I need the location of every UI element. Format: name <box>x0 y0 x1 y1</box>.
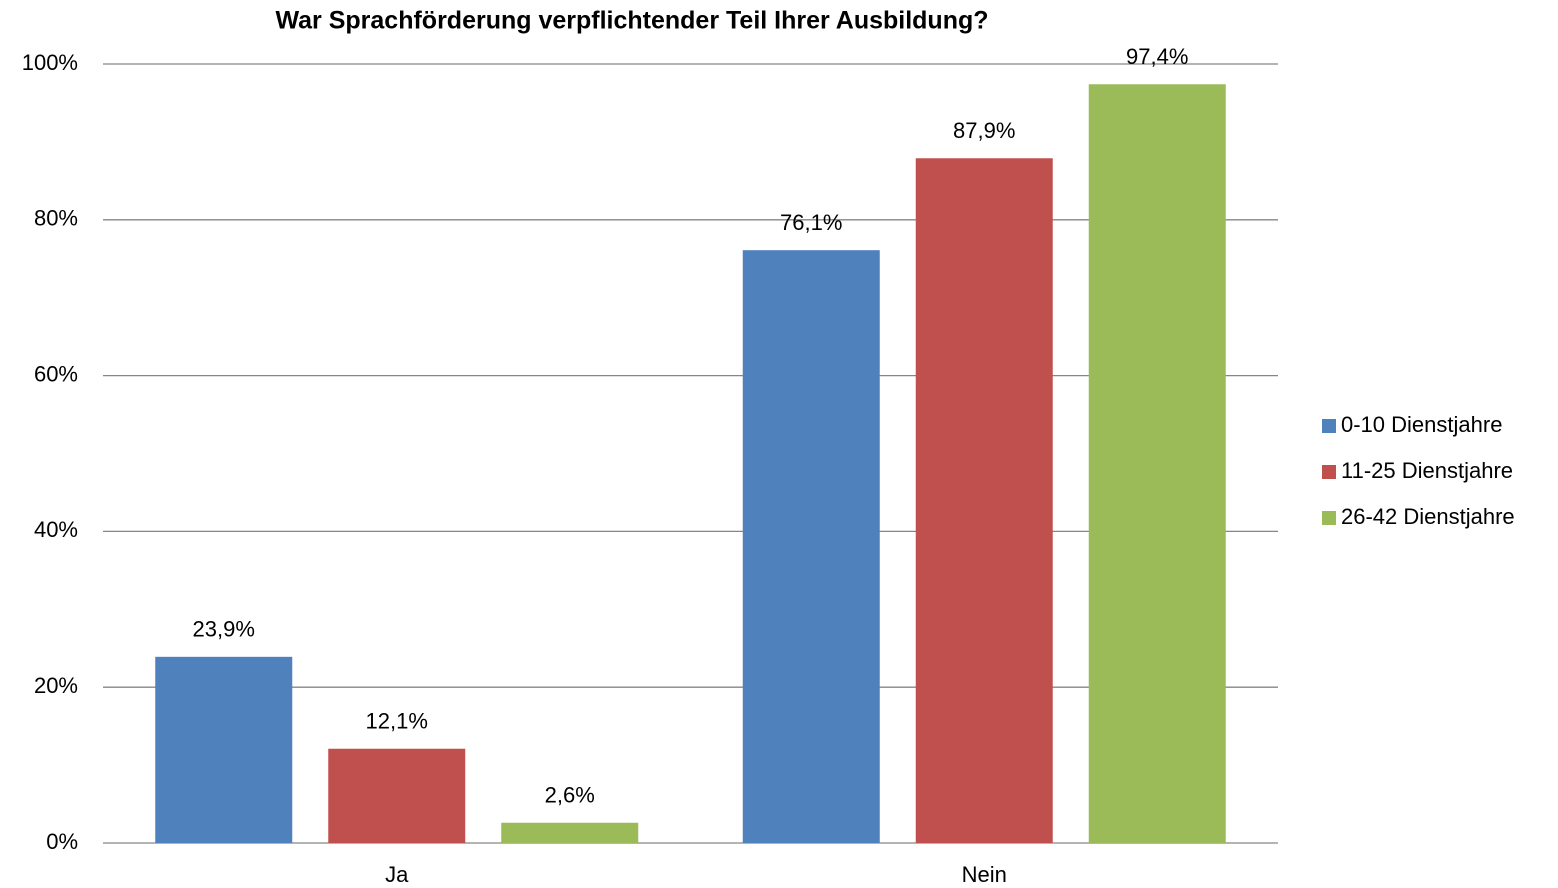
bar <box>742 250 880 843</box>
y-tick-label: 80% <box>34 206 78 231</box>
data-label: 23,9% <box>193 617 255 642</box>
data-label: 12,1% <box>366 709 428 734</box>
y-tick-label: 20% <box>34 673 78 698</box>
legend-swatch <box>1322 465 1336 479</box>
chart-title: War Sprachförderung verpflichtender Teil… <box>275 7 988 35</box>
bar <box>155 656 293 843</box>
bar <box>1088 84 1226 843</box>
legend-swatch <box>1322 511 1336 525</box>
legend-label: 11-25 Dienstjahre <box>1341 458 1513 483</box>
y-tick-label: 40% <box>34 517 78 542</box>
legend-label: 0-10 Dienstjahre <box>1341 412 1502 437</box>
data-label: 76,1% <box>780 210 842 235</box>
y-tick-label: 0% <box>46 829 78 854</box>
data-label: 87,9% <box>953 118 1015 143</box>
legend-label: 26-42 Dienstjahre <box>1341 504 1515 529</box>
data-label: 2,6% <box>545 783 595 808</box>
y-tick-label: 100% <box>22 50 78 75</box>
legend-swatch <box>1322 419 1336 433</box>
y-tick-label: 60% <box>34 361 78 386</box>
bar <box>328 748 466 843</box>
bar <box>915 158 1053 843</box>
bar <box>501 822 639 843</box>
data-label: 97,4% <box>1126 44 1188 69</box>
x-tick-label: Nein <box>962 862 1007 887</box>
x-tick-label: Ja <box>385 862 409 887</box>
